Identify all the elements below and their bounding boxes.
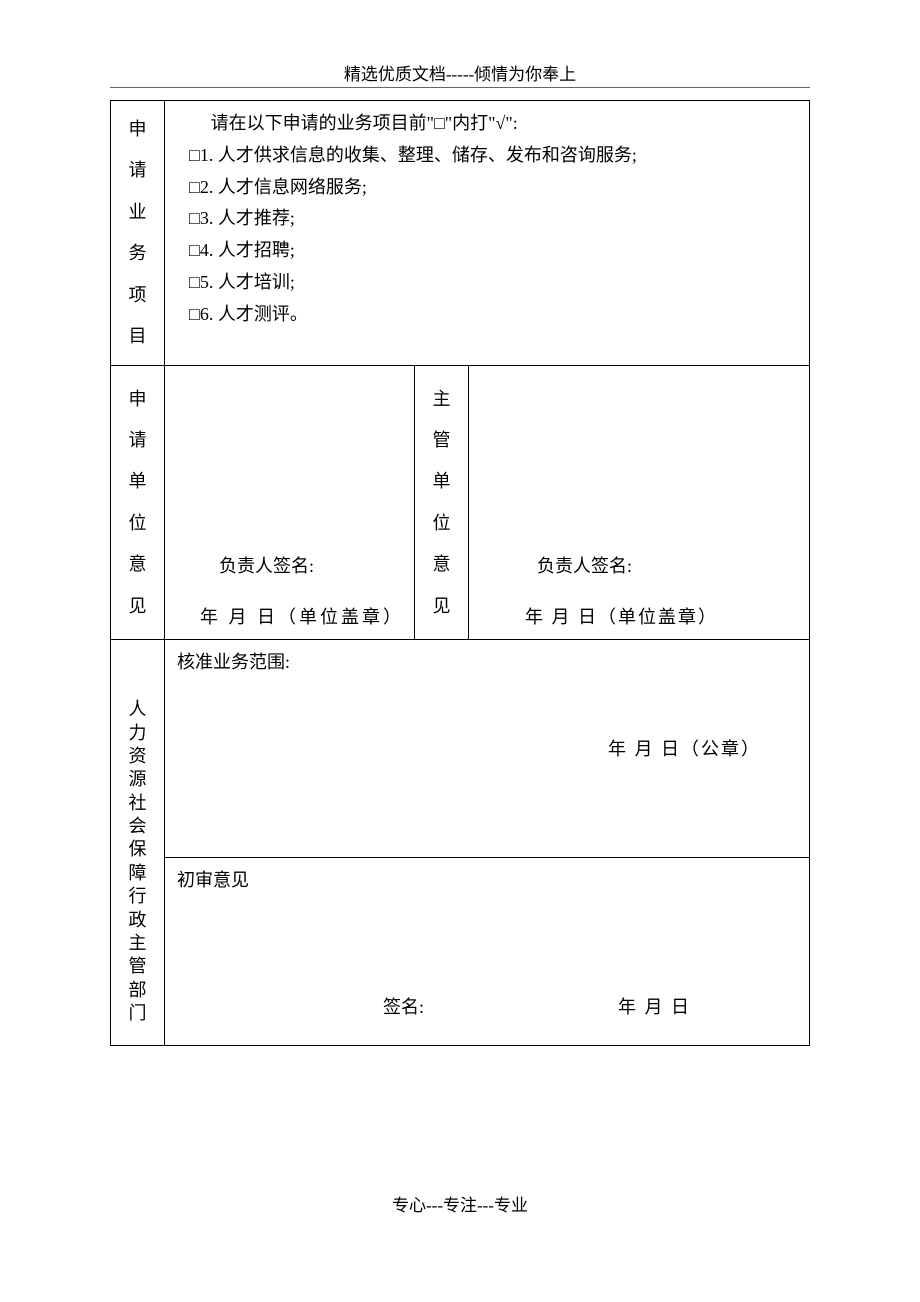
item-5: □5. 人才培训; xyxy=(189,268,797,297)
page-header: 精选优质文档-----倾情为你奉上 xyxy=(110,60,810,85)
label-dept: 人 力 资 源 社 会 保 障 行 政 主 管 部 门 xyxy=(111,640,165,1046)
label-supervisor-opinion: 主 管 单 位 意 见 xyxy=(415,366,469,640)
item-2: □2. 人才信息网络服务; xyxy=(189,173,797,202)
row-dept-bottom: 初审意见 签名: 年 月 日 xyxy=(111,858,810,1046)
page-footer: 专心---专注---专业 xyxy=(0,1191,920,1216)
item-4: □4. 人才招聘; xyxy=(189,236,797,265)
item-1: □1. 人才供求信息的收集、整理、储存、发布和咨询服务; xyxy=(189,141,797,170)
scope-label: 核准业务范围: xyxy=(177,648,797,677)
scope-date: 年 月 日（公章） xyxy=(177,735,797,764)
items-intro: 请在以下申请的业务项目前"□"内打"√": xyxy=(189,109,797,138)
dept-review-cell: 初审意见 签名: 年 月 日 xyxy=(165,858,810,1046)
item-6: □6. 人才测评。 xyxy=(189,300,797,329)
row-opinions: 申 请 单 位 意 见 负责人签名: 年 月 日（单位盖章） 主 管 单 位 意… xyxy=(111,366,810,640)
supervisor-date: 年 月 日（单位盖章） xyxy=(477,603,801,632)
review-date: 年 月 日 xyxy=(618,993,691,1022)
label-business-items: 申 请 业 务 项 目 xyxy=(111,101,165,366)
row-business-items: 申 请 业 务 项 目 请在以下申请的业务项目前"□"内打"√": □1. 人才… xyxy=(111,101,810,366)
supervisor-opinion-cell: 负责人签名: 年 月 日（单位盖章） xyxy=(469,366,810,640)
applicant-opinion-cell: 负责人签名: 年 月 日（单位盖章） xyxy=(165,366,415,640)
supervisor-sig-label: 负责人签名: xyxy=(477,552,801,581)
form-table: 申 请 业 务 项 目 请在以下申请的业务项目前"□"内打"√": □1. 人才… xyxy=(110,100,810,1046)
dept-scope-cell: 核准业务范围: 年 月 日（公章） xyxy=(165,640,810,858)
header-rule xyxy=(110,87,810,88)
review-sig-label: 签名: xyxy=(383,993,424,1022)
label-applicant-opinion: 申 请 单 位 意 见 xyxy=(111,366,165,640)
applicant-sig-label: 负责人签名: xyxy=(173,552,406,581)
review-sig-row: 签名: 年 月 日 xyxy=(177,993,797,1022)
applicant-date: 年 月 日（单位盖章） xyxy=(173,603,406,632)
review-label: 初审意见 xyxy=(177,866,797,895)
business-items-cell: 请在以下申请的业务项目前"□"内打"√": □1. 人才供求信息的收集、整理、储… xyxy=(165,101,810,366)
item-3: □3. 人才推荐; xyxy=(189,204,797,233)
row-dept-top: 人 力 资 源 社 会 保 障 行 政 主 管 部 门 核准业务范围: 年 月 … xyxy=(111,640,810,858)
page-container: 精选优质文档-----倾情为你奉上 申 请 业 务 项 目 请在以下申请的业务项… xyxy=(0,0,920,1046)
